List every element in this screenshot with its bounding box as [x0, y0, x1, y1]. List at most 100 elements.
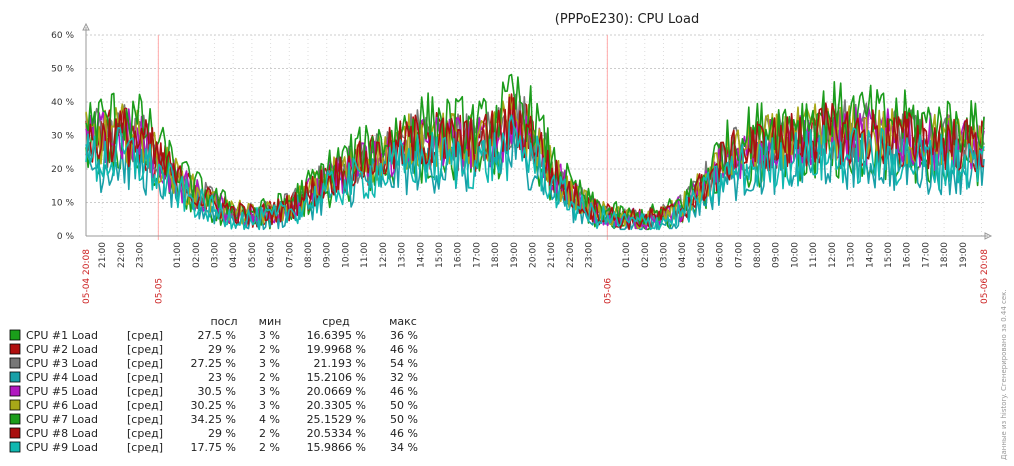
legend-series-name: CPU #2 Load	[26, 343, 98, 356]
legend-swatch	[9, 413, 21, 425]
legend-series-last: 29 %	[208, 343, 236, 356]
y-tick-label: 10 %	[51, 199, 74, 209]
x-tick-label: 04:00	[229, 242, 239, 268]
legend-series-name: CPU #5 Load	[26, 385, 98, 398]
x-tick-label: 11:00	[809, 242, 819, 268]
x-tick-label: 22:00	[117, 242, 127, 268]
legend-series-avg: 20.0669 %	[307, 385, 366, 398]
legend-series-last: 30.5 %	[198, 385, 236, 398]
x-tick-label: 23:00	[585, 242, 595, 268]
legend-swatch	[9, 427, 21, 439]
legend-series-func: [сред]	[127, 357, 163, 370]
x-tick-label: 13:00	[398, 242, 408, 268]
legend-series-min: 3 %	[259, 399, 280, 412]
x-tick-label: 03:00	[659, 242, 669, 268]
x-tick-label: 21:00	[547, 242, 557, 268]
y-tick-label: 0 %	[57, 232, 75, 242]
legend-series-max: 34 %	[390, 441, 418, 454]
x-tick-label: 07:00	[285, 242, 295, 268]
legend-series-name: CPU #4 Load	[26, 371, 98, 384]
x-tick-label: 13:00	[847, 242, 857, 268]
y-axis-arrow	[82, 22, 90, 31]
x-tick-label: 16:00	[903, 242, 913, 268]
legend-series-name: CPU #1 Load	[26, 329, 98, 342]
x-tick-label: 15:00	[435, 242, 445, 268]
legend-series-min: 3 %	[259, 357, 280, 370]
legend-series-avg: 25.1529 %	[307, 413, 366, 426]
x-tick-label: 18:00	[940, 242, 950, 268]
legend-column-header: посл	[210, 315, 237, 328]
x-tick-label: 01:00	[173, 242, 183, 268]
legend-series-max: 46 %	[390, 385, 418, 398]
x-tick-label: 20:00	[529, 242, 539, 268]
x-tick-label: 10:00	[341, 242, 351, 268]
legend-swatch	[9, 371, 21, 383]
legend-swatch	[9, 357, 21, 369]
legend-series-last: 27.25 %	[191, 357, 236, 370]
x-tick-label: 17:00	[921, 242, 931, 268]
legend-series-min: 2 %	[259, 427, 280, 440]
legend-swatch	[9, 399, 21, 411]
legend-series-func: [сред]	[127, 343, 163, 356]
legend-series-avg: 20.5334 %	[307, 427, 366, 440]
x-tick-label: 12:00	[379, 242, 389, 268]
x-tick-label-date: 05-06	[603, 278, 613, 304]
x-tick-label: 21:00	[98, 242, 108, 268]
x-tick-label: 05:00	[248, 242, 258, 268]
x-tick-label: 03:00	[210, 242, 220, 268]
legend-series-avg: 19.9968 %	[307, 343, 366, 356]
y-axis: 0 % 10 % 20 % 30 % 40 % 50 % 60 %	[51, 31, 74, 242]
legend-series-name: CPU #6 Load	[26, 399, 98, 412]
legend-series-avg: 16.6395 %	[307, 329, 366, 342]
legend-column-header: макс	[389, 315, 417, 328]
legend-series-last: 27.5 %	[198, 329, 236, 342]
legend-series-min: 3 %	[259, 329, 280, 342]
series-line-9	[85, 114, 985, 231]
x-tick-label: 08:00	[753, 242, 763, 268]
legend-series-last: 23 %	[208, 371, 236, 384]
legend-series-max: 50 %	[390, 413, 418, 426]
legend-series-max: 32 %	[390, 371, 418, 384]
x-tick-label: 19:00	[959, 242, 969, 268]
x-tick-label: 08:00	[304, 242, 314, 268]
x-tick-label: 16:00	[454, 242, 464, 268]
legend-series-min: 2 %	[259, 441, 280, 454]
legend-series-min: 2 %	[259, 343, 280, 356]
legend-series-name: CPU #8 Load	[26, 427, 98, 440]
legend-swatch	[9, 343, 21, 355]
x-tick-label: 06:00	[267, 242, 277, 268]
x-tick-label: 09:00	[323, 242, 333, 268]
legend-series-avg: 21.193 %	[314, 357, 366, 370]
legend-column-header: мин	[259, 315, 282, 328]
x-tick-label: 05:00	[697, 242, 707, 268]
y-tick-label: 60 %	[51, 31, 74, 41]
legend-series-avg: 20.3305 %	[307, 399, 366, 412]
x-tick-label: 19:00	[510, 242, 520, 268]
x-tick-label: 11:00	[360, 242, 370, 268]
legend-column-header: сред	[322, 315, 350, 328]
legend-series-max: 36 %	[390, 329, 418, 342]
legend-series-min: 2 %	[259, 371, 280, 384]
legend-series-last: 30.25 %	[191, 399, 236, 412]
x-tick-label: 18:00	[491, 242, 501, 268]
x-tick-label: 02:00	[192, 242, 202, 268]
x-tick-label: 10:00	[790, 242, 800, 268]
y-tick-label: 50 %	[51, 65, 74, 75]
legend-series-name: CPU #3 Load	[26, 357, 98, 370]
x-axis: 21:00 22:00 23:00 01:00 02:00 03:00 04:00 05:00…	[82, 242, 990, 304]
y-tick-label: 40 %	[51, 98, 74, 108]
legend-series-func: [сред]	[127, 441, 163, 454]
legend-swatch	[9, 385, 21, 397]
legend-series-func: [сред]	[127, 413, 163, 426]
legend-series-min: 3 %	[259, 385, 280, 398]
series-line-8	[85, 96, 985, 231]
y-tick-label: 20 %	[51, 165, 74, 175]
legend-swatch	[9, 329, 21, 341]
x-tick-label: 06:00	[716, 242, 726, 268]
legend-swatch	[9, 441, 21, 453]
x-tick-label: 14:00	[416, 242, 426, 268]
legend-series-avg: 15.2106 %	[307, 371, 366, 384]
legend-series-max: 46 %	[390, 343, 418, 356]
x-tick-label: 01:00	[622, 242, 632, 268]
